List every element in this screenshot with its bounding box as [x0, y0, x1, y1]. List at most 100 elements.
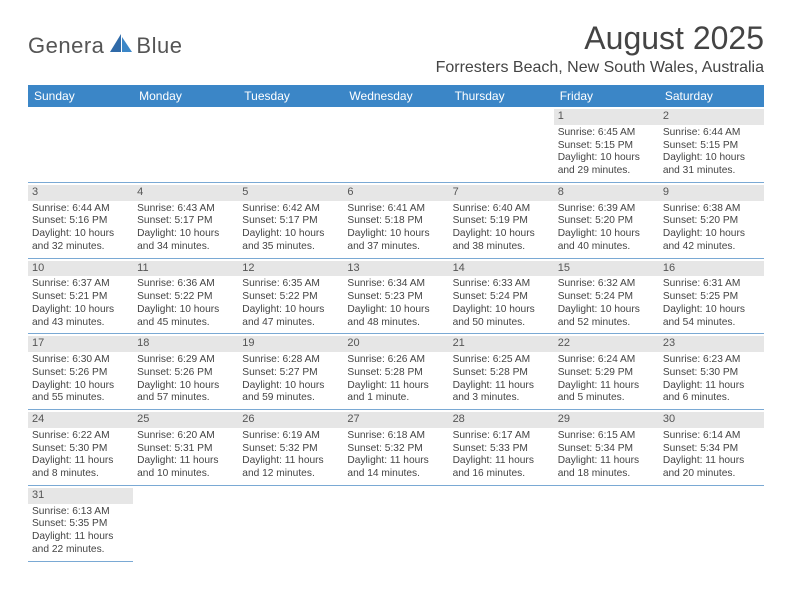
- daylight-line: and 48 minutes.: [347, 317, 444, 330]
- daylight-line: and 8 minutes.: [32, 468, 129, 481]
- sunrise-line: Sunrise: 6:41 AM: [347, 203, 444, 216]
- calendar-cell: 30Sunrise: 6:14 AMSunset: 5:34 PMDayligh…: [659, 410, 764, 486]
- daylight-line: and 16 minutes.: [453, 468, 550, 481]
- sunrise-line: Sunrise: 6:40 AM: [453, 203, 550, 216]
- sunrise-line: Sunrise: 6:13 AM: [32, 506, 129, 519]
- calendar-cell: [238, 485, 343, 561]
- sunset-line: Sunset: 5:15 PM: [663, 140, 760, 153]
- calendar-cell: [554, 485, 659, 561]
- daylight-line: Daylight: 10 hours: [242, 304, 339, 317]
- calendar-cell: 12Sunrise: 6:35 AMSunset: 5:22 PMDayligh…: [238, 258, 343, 334]
- daylight-line: and 1 minute.: [347, 392, 444, 405]
- title-block: August 2025 Forresters Beach, New South …: [436, 20, 764, 77]
- day-number: 21: [449, 336, 554, 352]
- sunset-line: Sunset: 5:17 PM: [137, 215, 234, 228]
- daylight-line: and 50 minutes.: [453, 317, 550, 330]
- day-number: 2: [659, 109, 764, 125]
- calendar-week: 1Sunrise: 6:45 AMSunset: 5:15 PMDaylight…: [28, 107, 764, 182]
- calendar-cell: 7Sunrise: 6:40 AMSunset: 5:19 PMDaylight…: [449, 182, 554, 258]
- sunset-line: Sunset: 5:34 PM: [558, 443, 655, 456]
- sunrise-line: Sunrise: 6:15 AM: [558, 430, 655, 443]
- day-number: 24: [28, 412, 133, 428]
- sunrise-line: Sunrise: 6:43 AM: [137, 203, 234, 216]
- calendar-week: 10Sunrise: 6:37 AMSunset: 5:21 PMDayligh…: [28, 258, 764, 334]
- calendar-cell: 19Sunrise: 6:28 AMSunset: 5:27 PMDayligh…: [238, 334, 343, 410]
- calendar-cell: 9Sunrise: 6:38 AMSunset: 5:20 PMDaylight…: [659, 182, 764, 258]
- daylight-line: and 55 minutes.: [32, 392, 129, 405]
- day-number: 15: [554, 261, 659, 277]
- sunset-line: Sunset: 5:23 PM: [347, 291, 444, 304]
- sunset-line: Sunset: 5:28 PM: [347, 367, 444, 380]
- daylight-line: Daylight: 10 hours: [137, 228, 234, 241]
- sunset-line: Sunset: 5:32 PM: [347, 443, 444, 456]
- day-number: 27: [343, 412, 448, 428]
- sunset-line: Sunset: 5:26 PM: [32, 367, 129, 380]
- daylight-line: Daylight: 10 hours: [558, 152, 655, 165]
- sunrise-line: Sunrise: 6:14 AM: [663, 430, 760, 443]
- sunset-line: Sunset: 5:28 PM: [453, 367, 550, 380]
- sail-icon: [108, 32, 134, 59]
- sunset-line: Sunset: 5:22 PM: [242, 291, 339, 304]
- calendar-cell: 13Sunrise: 6:34 AMSunset: 5:23 PMDayligh…: [343, 258, 448, 334]
- day-number: 3: [28, 185, 133, 201]
- calendar-cell: 22Sunrise: 6:24 AMSunset: 5:29 PMDayligh…: [554, 334, 659, 410]
- day-number: 18: [133, 336, 238, 352]
- day-header: Friday: [554, 85, 659, 107]
- daylight-line: and 29 minutes.: [558, 165, 655, 178]
- day-number: 22: [554, 336, 659, 352]
- daylight-line: Daylight: 10 hours: [558, 304, 655, 317]
- daylight-line: Daylight: 10 hours: [663, 304, 760, 317]
- calendar-cell: [659, 485, 764, 561]
- daylight-line: and 18 minutes.: [558, 468, 655, 481]
- day-header: Sunday: [28, 85, 133, 107]
- daylight-line: and 22 minutes.: [32, 544, 129, 557]
- calendar-cell: 4 Sunrise: 6:43 AMSunset: 5:17 PMDaylight…: [133, 182, 238, 258]
- calendar-cell: 28Sunrise: 6:17 AMSunset: 5:33 PMDayligh…: [449, 410, 554, 486]
- day-number: 7: [449, 185, 554, 201]
- sunset-line: Sunset: 5:32 PM: [242, 443, 339, 456]
- day-number: 29: [554, 412, 659, 428]
- day-number: 30: [659, 412, 764, 428]
- sunrise-line: Sunrise: 6:29 AM: [137, 354, 234, 367]
- daylight-line: and 40 minutes.: [558, 241, 655, 254]
- sunrise-line: Sunrise: 6:32 AM: [558, 278, 655, 291]
- calendar-table: SundayMondayTuesdayWednesdayThursdayFrid…: [28, 85, 764, 562]
- daylight-line: Daylight: 11 hours: [347, 455, 444, 468]
- daylight-line: and 5 minutes.: [558, 392, 655, 405]
- daylight-line: and 6 minutes.: [663, 392, 760, 405]
- sunrise-line: Sunrise: 6:35 AM: [242, 278, 339, 291]
- daylight-line: and 57 minutes.: [137, 392, 234, 405]
- daylight-line: and 59 minutes.: [242, 392, 339, 405]
- calendar-week: 3Sunrise: 6:44 AMSunset: 5:16 PMDaylight…: [28, 182, 764, 258]
- sunset-line: Sunset: 5:17 PM: [242, 215, 339, 228]
- sunset-line: Sunset: 5:29 PM: [558, 367, 655, 380]
- daylight-line: and 54 minutes.: [663, 317, 760, 330]
- calendar-cell: [449, 485, 554, 561]
- daylight-line: Daylight: 11 hours: [453, 455, 550, 468]
- daylight-line: Daylight: 10 hours: [453, 228, 550, 241]
- calendar-week: 17Sunrise: 6:30 AMSunset: 5:26 PMDayligh…: [28, 334, 764, 410]
- day-number: 4: [133, 185, 238, 201]
- calendar-cell: 20Sunrise: 6:26 AMSunset: 5:28 PMDayligh…: [343, 334, 448, 410]
- daylight-line: and 10 minutes.: [137, 468, 234, 481]
- daylight-line: and 43 minutes.: [32, 317, 129, 330]
- sunrise-line: Sunrise: 6:22 AM: [32, 430, 129, 443]
- sunrise-line: Sunrise: 6:39 AM: [558, 203, 655, 216]
- day-number: 11: [133, 261, 238, 277]
- day-number: 1: [554, 109, 659, 125]
- sunrise-line: Sunrise: 6:34 AM: [347, 278, 444, 291]
- sunset-line: Sunset: 5:34 PM: [663, 443, 760, 456]
- sunset-line: Sunset: 5:25 PM: [663, 291, 760, 304]
- calendar-cell: 14Sunrise: 6:33 AMSunset: 5:24 PMDayligh…: [449, 258, 554, 334]
- daylight-line: Daylight: 11 hours: [453, 380, 550, 393]
- day-header: Wednesday: [343, 85, 448, 107]
- sunset-line: Sunset: 5:30 PM: [32, 443, 129, 456]
- daylight-line: and 20 minutes.: [663, 468, 760, 481]
- calendar-cell: [343, 485, 448, 561]
- daylight-line: Daylight: 11 hours: [558, 380, 655, 393]
- day-number: 17: [28, 336, 133, 352]
- calendar-cell: 17Sunrise: 6:30 AMSunset: 5:26 PMDayligh…: [28, 334, 133, 410]
- day-number: 28: [449, 412, 554, 428]
- calendar-cell: [133, 107, 238, 182]
- sunrise-line: Sunrise: 6:20 AM: [137, 430, 234, 443]
